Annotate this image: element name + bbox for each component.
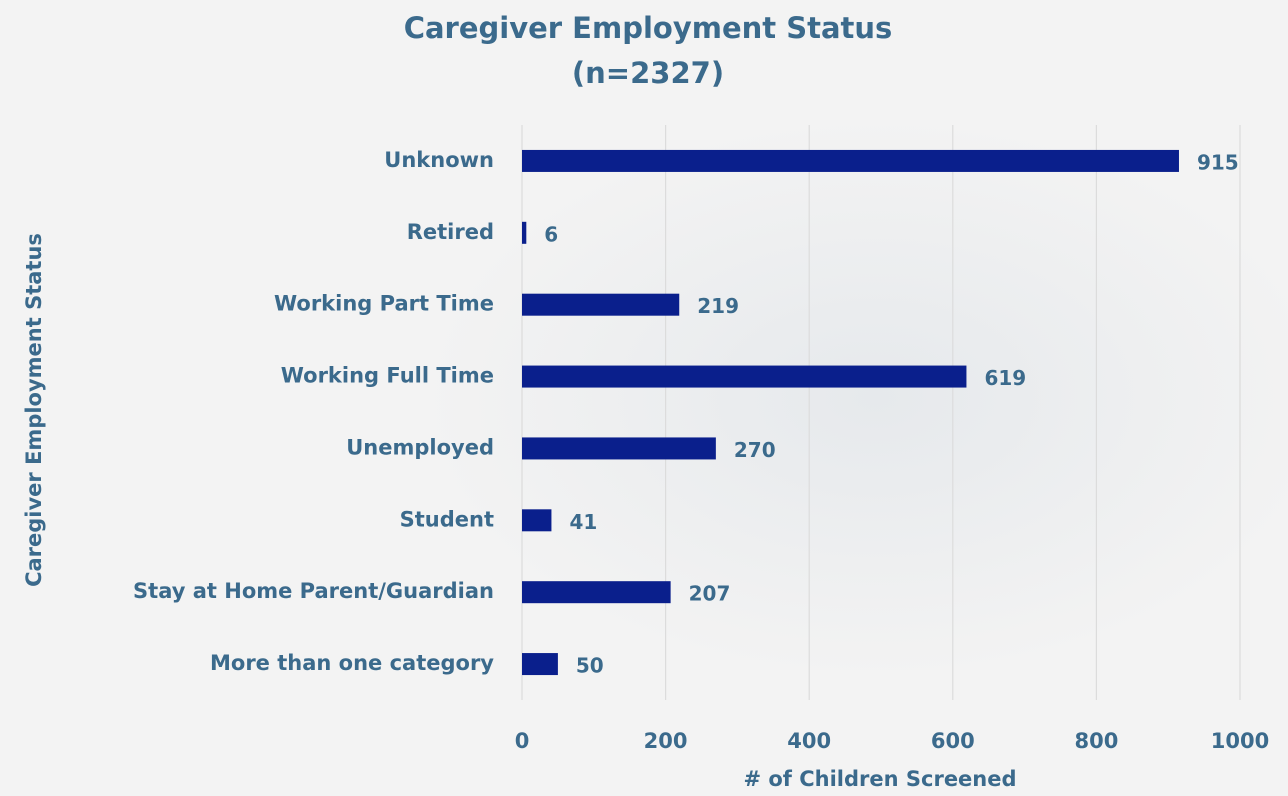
data-label: 50 <box>576 654 604 678</box>
bar <box>522 581 671 604</box>
data-label: 6 <box>544 222 558 246</box>
bar <box>522 653 558 676</box>
data-label: 41 <box>569 510 597 534</box>
data-label: 207 <box>689 582 731 606</box>
x-tick-label: 200 <box>644 729 688 753</box>
y-tick-label: More than one category <box>210 651 494 675</box>
x-tick-label: 600 <box>931 729 975 753</box>
x-axis-label: # of Children Screened <box>743 767 1016 791</box>
y-tick-label: Unemployed <box>346 435 494 459</box>
x-tick-label: 0 <box>515 729 530 753</box>
bar <box>522 293 680 316</box>
data-label: 619 <box>984 366 1026 390</box>
bar <box>522 437 716 460</box>
data-label: 915 <box>1197 150 1239 174</box>
y-tick-label: Stay at Home Parent/Guardian <box>133 579 494 603</box>
bar <box>522 149 1179 172</box>
chart-subtitle: (n=2327) <box>572 56 724 90</box>
x-tick-label: 800 <box>1074 729 1118 753</box>
y-tick-label: Working Part Time <box>274 292 494 316</box>
bar <box>522 221 527 244</box>
x-tick-label: 400 <box>787 729 831 753</box>
y-tick-label: Working Full Time <box>281 364 494 388</box>
y-axis-label: Caregiver Employment Status <box>22 233 46 587</box>
y-tick-label: Retired <box>407 220 494 244</box>
chart-title: Caregiver Employment Status <box>404 11 893 45</box>
data-label: 270 <box>734 438 776 462</box>
bar <box>522 509 552 532</box>
bar <box>522 365 967 388</box>
y-tick-label: Student <box>400 507 494 531</box>
y-tick-label: Unknown <box>384 148 494 172</box>
x-tick-label: 1000 <box>1211 729 1269 753</box>
data-label: 219 <box>697 294 739 318</box>
